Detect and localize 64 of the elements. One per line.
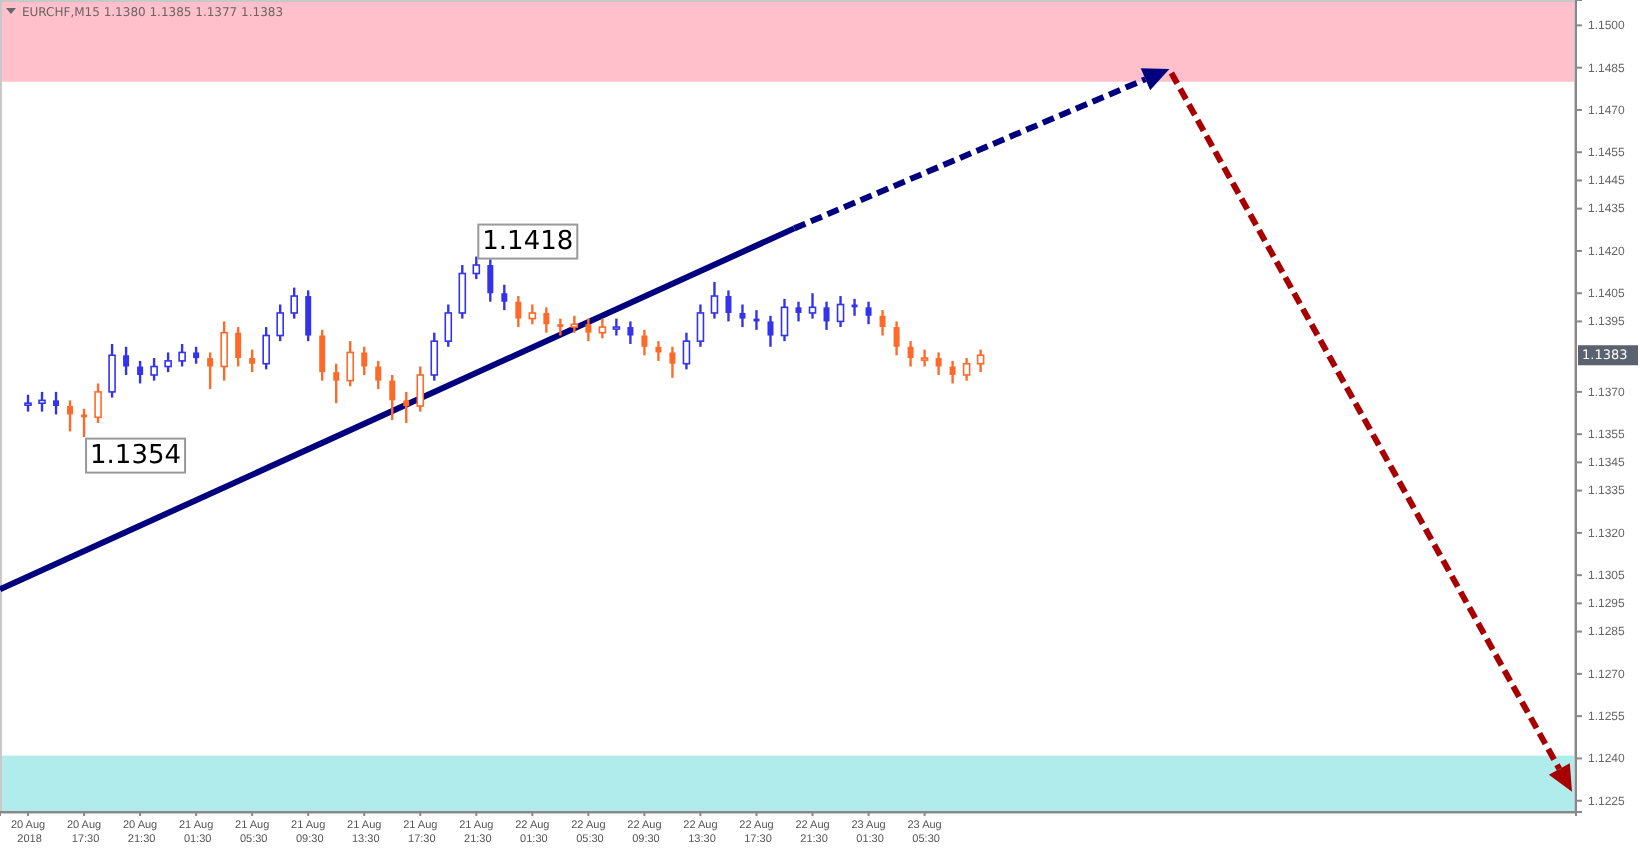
candlestick (389, 373, 396, 422)
candlestick (641, 328, 648, 357)
candlestick (949, 359, 956, 385)
candlestick (696, 303, 705, 348)
candlestick (207, 351, 214, 391)
candlestick (150, 356, 158, 382)
candlestick (430, 331, 439, 382)
candlestick (780, 297, 789, 343)
candlestick (515, 294, 522, 329)
candlestick (907, 339, 914, 368)
candlestick (416, 365, 425, 413)
candlestick (319, 328, 326, 382)
candlestick (627, 320, 634, 346)
candlestick (123, 345, 130, 377)
candlestick (53, 390, 60, 416)
candlestick (710, 280, 719, 320)
candlestick (767, 314, 774, 348)
candlestick (276, 303, 284, 343)
candlestick (108, 342, 116, 399)
candlestick (543, 306, 550, 334)
candlestick (808, 292, 817, 320)
candlestick (585, 317, 592, 343)
candlestick (836, 294, 845, 329)
candlestick (375, 359, 382, 391)
candlestick (725, 289, 732, 323)
candlestick (403, 390, 410, 425)
candlestick (290, 286, 298, 320)
candlestick (528, 303, 537, 326)
candlestick (361, 345, 368, 377)
candlestick (164, 351, 172, 374)
candlestick (458, 263, 467, 320)
candlestick (333, 362, 340, 405)
candlestick (38, 390, 46, 413)
candlestick (305, 289, 312, 343)
candlestick (823, 300, 830, 332)
candlestick (220, 320, 228, 382)
candlestick (235, 325, 242, 368)
candlestick (795, 300, 802, 323)
candlestick (669, 345, 676, 380)
annotation: 1.1418 (482, 226, 574, 257)
annotation: 1.1354 (90, 440, 182, 471)
candlestick (976, 348, 985, 374)
candlestick (962, 356, 971, 382)
candlestick (501, 283, 508, 312)
candlestick (249, 348, 256, 374)
candlestick (739, 303, 746, 329)
candlestick (893, 320, 900, 357)
candlestick (346, 339, 355, 388)
candlestick (920, 348, 929, 368)
candlestick (612, 317, 621, 337)
candlestick (262, 325, 270, 371)
candlestick (879, 308, 886, 337)
candlestick (682, 331, 691, 371)
candlestick (487, 258, 494, 303)
candlestick (94, 382, 102, 425)
candlestick (557, 317, 564, 337)
candlestick (137, 359, 144, 385)
candlestick (935, 351, 942, 377)
candlestick (178, 342, 186, 368)
candlestick (865, 300, 872, 326)
candlestick (598, 317, 607, 340)
candlestick (67, 399, 74, 433)
candlestick (81, 407, 88, 439)
candlestick (444, 303, 453, 348)
